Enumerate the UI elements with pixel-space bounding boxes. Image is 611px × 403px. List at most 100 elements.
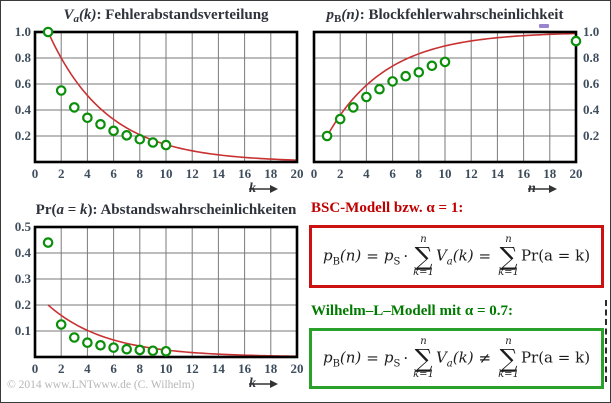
y-tick-label: 0.1 [14, 323, 31, 338]
data-point [108, 342, 119, 353]
x-tick-label: 8 [415, 166, 423, 181]
x-tick-label: 18 [543, 166, 557, 181]
pb-symbol: p [322, 348, 333, 367]
arrow-head [549, 185, 557, 193]
data-point [121, 130, 132, 141]
va-symbol: V [435, 348, 447, 367]
sigma-glyph: ∑ [414, 344, 433, 373]
chart-title-segment: : Blockfehlerwahrscheinlichkeit [359, 7, 564, 23]
x-tick-label: 14 [211, 166, 225, 181]
pr-term: Pr(a = k) [520, 348, 591, 367]
data-point [82, 337, 93, 348]
plot-frame [312, 30, 578, 164]
chart-title-segment: a [73, 13, 79, 25]
y-tick-label: 0.8 [583, 50, 600, 65]
x-tick-label: 6 [389, 166, 396, 181]
x-tick-label: 20 [290, 361, 304, 376]
chart-title: pB(n): Blockfehlerwahrscheinlichkeit [294, 7, 596, 25]
chart-plot-area [33, 225, 299, 359]
x-tick-label: 12 [464, 166, 478, 181]
x-tick-label: 0 [31, 166, 39, 181]
sum-upper-limit: n [505, 336, 512, 347]
chart-plot-area [312, 30, 582, 164]
relation-sign: ≠ [478, 348, 492, 367]
wilhelm-formula-box: pB(n) = pS · n ∑ k=1 Va(k) ≠ n ∑ k=1 Pr(a = k) [309, 328, 604, 389]
wilhelm-model-heading: Wilhelm–L–Modell mit α = 0.7: [311, 303, 514, 319]
chart-title-segment: p [326, 7, 335, 23]
data-point [321, 130, 333, 142]
sum-upper-limit: n [420, 234, 427, 245]
cdot-sign: · [403, 348, 409, 367]
copyright-notice: © 2014 www.LNTwww.de (C. Wilhelm) [7, 379, 195, 391]
y-tick-label: 0.4 [14, 245, 31, 260]
data-point [55, 319, 67, 330]
data-point [387, 76, 398, 87]
x-tick-label: 0 [31, 361, 39, 376]
x-axis-arrow-icon [249, 380, 278, 388]
x-tick-label: 20 [290, 166, 304, 181]
pb-argument: (n) [339, 246, 362, 265]
y-tick-label: 0.4 [14, 102, 31, 117]
sum-symbol: n ∑ k=1 [498, 235, 519, 278]
sum-symbol: n ∑ k=1 [498, 337, 519, 380]
chart-title-segment: a [56, 202, 64, 218]
sum-lower-limit: k=1 [498, 267, 519, 278]
chart-title-segment: V [63, 7, 74, 23]
x-tick-label: 4 [363, 166, 370, 181]
data-point [68, 332, 80, 343]
sigma-glyph: ∑ [414, 242, 433, 271]
data-point [82, 112, 93, 124]
ps-symbol: p [383, 246, 394, 265]
chart-block-error-probability: pB(n): Blockfehlerwahrscheinlichkeit 0.2 0… [306, 1, 610, 196]
bsc-reference-curve [326, 32, 577, 137]
plot-frame [33, 225, 299, 359]
data-point [95, 340, 106, 351]
x-tick-label: 16 [238, 166, 252, 181]
data-point [361, 91, 372, 103]
data-point [68, 102, 80, 113]
chart-error-distance-distribution: Va(k): Fehlerabstandsverteilung 0.2 0.4 0.6… [1, 1, 306, 196]
va-argument: (k) [452, 348, 474, 367]
va-subscript: a [446, 256, 453, 268]
data-point [334, 113, 346, 125]
pb-argument: (n) [339, 348, 362, 367]
x-tick-label: 2 [57, 166, 65, 181]
data-point [160, 139, 172, 151]
data-point [439, 56, 451, 68]
y-tick-label: 0.3 [14, 271, 31, 286]
x-tick-label: 8 [136, 166, 144, 181]
ps-subscript: S [393, 256, 401, 268]
pb-subscript: B [332, 256, 340, 268]
data-point [42, 26, 54, 38]
wilhelm-formula: pB(n) = pS · n ∑ k=1 Va(k) ≠ n ∑ k=1 Pr(a = k) [323, 337, 590, 380]
x-tick-label: 0 [310, 166, 318, 181]
x-tick-label: 4 [84, 166, 91, 181]
x-tick-label: 10 [159, 166, 173, 181]
bsc-reference-curve [47, 304, 298, 358]
chart-distance-probabilities: Pr(a = k): Abstandswahrscheinlichkeiten 0… [1, 196, 306, 401]
x-tick-label: 20 [569, 166, 583, 181]
y-tick-label: 0.2 [583, 128, 600, 143]
chart-title-segment: k [80, 202, 88, 218]
y-tick-label: 0.6 [14, 76, 31, 91]
x-tick-label: 12 [185, 361, 199, 376]
x-tick-label: 18 [264, 166, 278, 181]
ps-subscript: S [393, 358, 401, 370]
y-tick-label: 0.4 [583, 102, 600, 117]
y-tick-label: 0.2 [14, 297, 31, 312]
bsc-reference-curve [47, 31, 298, 161]
x-tick-label: 12 [185, 166, 199, 181]
x-tick-label: 16 [238, 361, 252, 376]
y-tick-label: 0.2 [14, 128, 31, 143]
chart-title: Va(k): Fehlerabstandsverteilung [15, 7, 317, 25]
y-tick-label: 0.5 [14, 219, 31, 234]
y-tick-label: 0.8 [14, 50, 31, 65]
x-axis-label: k [249, 181, 278, 197]
artifact-mark [539, 24, 549, 28]
x-tick-label: 16 [517, 166, 531, 181]
bsc-model-heading: BSC-Modell bzw. α = 1: [311, 200, 464, 216]
pr-term: Pr(a = k) [520, 246, 591, 265]
data-point [147, 137, 159, 148]
sum-symbol: n ∑ k=1 [413, 337, 434, 380]
